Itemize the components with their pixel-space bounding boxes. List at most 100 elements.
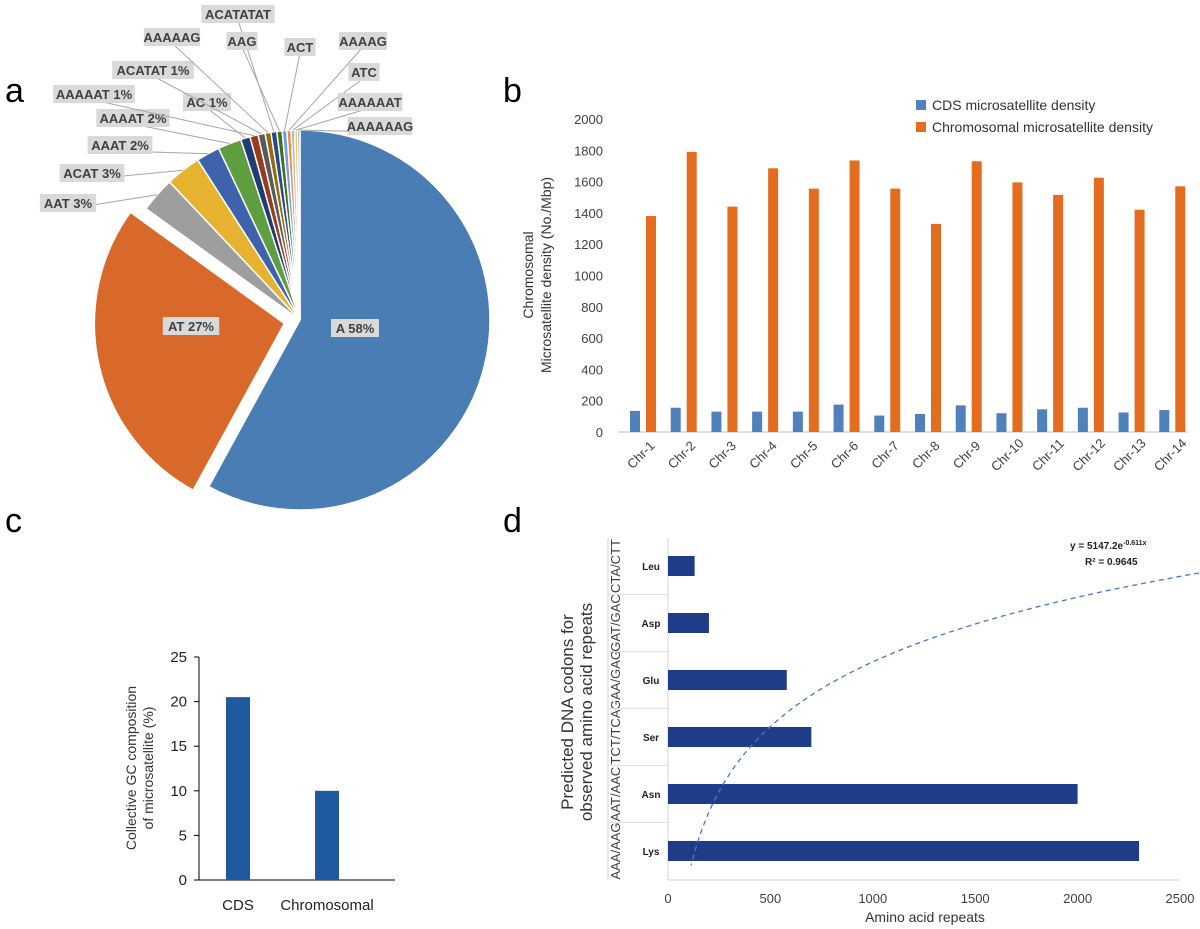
- pie-slice-at: [93, 211, 286, 492]
- c-xtick-chromosomal: Chromosomal: [280, 897, 373, 914]
- bar-chart-d: Leu CTA/CTT Asp GAT/GAC Glu GAA/GAG Ser TCT/TCA…: [558, 538, 1200, 925]
- d-xtick-0: 0: [664, 891, 671, 906]
- panel-label-a: a: [5, 72, 24, 110]
- b-ytick-1200: 1200: [574, 237, 603, 252]
- pie-label-bg-aaaat: [96, 109, 170, 127]
- d-xtick-1500: 1500: [961, 891, 990, 906]
- pie-label-bg-aaaag: [339, 32, 387, 50]
- b-xtick-chr-14: Chr-14: [1151, 435, 1190, 474]
- d-equation: y = 5147.2e-0.611x: [1070, 540, 1147, 552]
- b-xtick-chr-7: Chr-7: [868, 438, 902, 472]
- panel-label-c: c: [5, 502, 22, 540]
- b-ylabel-line1: Chromosomal: [520, 231, 536, 318]
- pie-label-aat: AAT 3%: [44, 196, 93, 211]
- b-ytick-0: 0: [596, 425, 603, 440]
- pie-label-bg-aag: [226, 32, 258, 50]
- c-bar-chromosomal: [315, 790, 339, 880]
- b-bar-cds-chr-8: [915, 414, 925, 432]
- pie-label-bg-aaat: [87, 136, 153, 154]
- d-bar-glu: [668, 670, 787, 690]
- pie-label-at: AT 27%: [168, 319, 214, 334]
- d-aa-label-leu: Leu: [642, 562, 660, 573]
- pie-label-aaaaag: AAAAAG: [143, 30, 200, 45]
- d-xtick-2000: 2000: [1063, 891, 1092, 906]
- pie-label-aaaaaag: AAAAAAG: [347, 119, 413, 134]
- d-codon-label-ser: TCT/TCA: [608, 709, 623, 764]
- b-xtick-chr-1: Chr-1: [624, 438, 658, 472]
- b-ytick-1000: 1000: [574, 269, 603, 284]
- pie-label-bg-act: [284, 38, 316, 56]
- c-ytick-20: 20: [170, 694, 187, 711]
- pie-label-bg-atc: [348, 63, 380, 81]
- b-xtick-chr-12: Chr-12: [1069, 435, 1108, 474]
- d-bar-asp: [668, 613, 709, 633]
- d-xtick-2500: 2500: [1166, 891, 1195, 906]
- d-codon-label-asn: AAT/AAC: [608, 767, 623, 822]
- pie-label-act: ACT: [287, 40, 314, 55]
- b-bar-chromosomal-chr-13: [1134, 209, 1145, 432]
- b-ytick-1400: 1400: [574, 206, 603, 221]
- b-bar-cds-chr-4: [752, 411, 763, 432]
- pie-leader-aaaaat: [93, 99, 255, 137]
- pie-label-bg-ac: [183, 93, 231, 111]
- b-bar-cds-chr-1: [630, 410, 640, 432]
- pie-label-bg-acatat: [112, 61, 194, 79]
- pie-label-atc: ATC: [351, 65, 377, 80]
- bar-chart-c: 0 5 10 15 20 25 CDS Chromosomal Collective GC co…: [123, 649, 395, 914]
- b-bar-cds-chr-7: [874, 415, 885, 432]
- b-bar-chromosomal-chr-9: [971, 161, 982, 432]
- b-bar-chromosomal-chr-2: [686, 151, 697, 433]
- d-xtick-1000: 1000: [858, 891, 887, 906]
- b-bar-chromosomal-chr-6: [849, 160, 860, 432]
- b-bar-cds-chr-5: [792, 411, 803, 432]
- pie-label-acatatat: ACATATAT: [205, 7, 271, 22]
- b-bar-chromosomal-chr-14: [1175, 186, 1186, 432]
- pie-label-aaat: AAAT 2%: [91, 138, 149, 153]
- pie-leader-act: [284, 52, 301, 131]
- b-bar-cds-chr-13: [1118, 412, 1129, 432]
- c-ytick-10: 10: [170, 783, 187, 800]
- pie-label-bg-a: [331, 319, 379, 337]
- pie-label-bg-aat: [39, 194, 97, 212]
- pie-label-aaaaaat: AAAAAAT: [338, 95, 401, 110]
- b-xtick-chr-8: Chr-8: [909, 438, 943, 472]
- b-bar-chromosomal-chr-11: [1053, 194, 1064, 432]
- pie-leader-acatat: [152, 75, 262, 135]
- b-bar-chromosomal-chr-10: [1012, 182, 1023, 432]
- d-codon-label-lys: AAA/AAG: [608, 822, 623, 879]
- d-bar-ser: [668, 727, 812, 747]
- b-ytick-2000: 2000: [574, 112, 603, 127]
- b-ytick-1600: 1600: [574, 175, 603, 190]
- d-aa-label-glu: Glu: [643, 676, 660, 687]
- pie-label-bg-aaaaag: [143, 28, 201, 46]
- d-ylabel-line1: Predicted DNA codons for: [558, 614, 577, 810]
- d-codon-label-leu: CTA/CTT: [608, 539, 623, 593]
- d-bar-asn: [668, 784, 1078, 804]
- b-xtick-chr-3: Chr-3: [705, 438, 739, 472]
- pie-label-acatat: ACATAT 1%: [117, 63, 190, 78]
- b-bar-cds-chr-6: [833, 404, 844, 432]
- d-aa-label-lys: Lys: [643, 847, 660, 858]
- b-xtick-chr-5: Chr-5: [787, 438, 821, 472]
- b-bar-chromosomal-chr-8: [931, 223, 941, 432]
- pie-label-aaaat: AAAAT 2%: [100, 111, 167, 126]
- d-bar-leu: [668, 556, 695, 576]
- b-xtick-chr-13: Chr-13: [1110, 435, 1149, 474]
- b-ylabel-line2: Microsatellite density (No./Mbp): [538, 177, 554, 373]
- b-legend-label-1: Chromosomal microsatellite density: [932, 119, 1153, 135]
- pie-label-bg-aaaaat: [53, 85, 135, 103]
- b-xtick-chr-10: Chr-10: [988, 435, 1027, 474]
- b-bar-cds-chr-9: [955, 405, 966, 432]
- b-xtick-chr-2: Chr-2: [665, 438, 699, 472]
- pie-leader-ac: [206, 107, 246, 139]
- b-bar-chromosomal-chr-3: [727, 206, 738, 432]
- b-bar-cds-chr-14: [1159, 410, 1170, 432]
- b-bar-cds-chr-10: [996, 413, 1007, 432]
- panel-label-b: b: [503, 72, 522, 110]
- b-ytick-800: 800: [581, 300, 603, 315]
- b-bar-chromosomal-chr-5: [808, 188, 819, 432]
- b-xtick-chr-4: Chr-4: [746, 438, 780, 472]
- d-ylabel-line2: observed amino acid repeats: [577, 603, 596, 821]
- d-xlabel: Amino acid repeats: [865, 909, 985, 925]
- d-aa-label-asn: Asn: [642, 790, 661, 801]
